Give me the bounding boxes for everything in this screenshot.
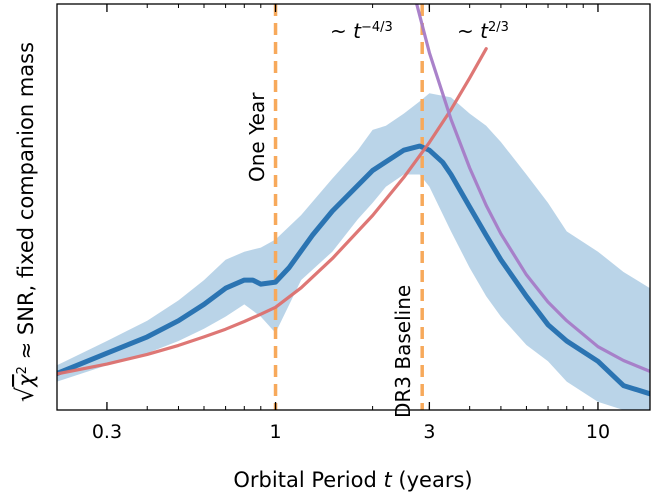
uncertainty-band <box>57 93 650 410</box>
x-ticks: 0.3 1 3 10 <box>92 4 610 443</box>
plot-area <box>57 4 650 410</box>
vline-label-dr3-baseline: DR3 Baseline <box>391 285 415 418</box>
snr-median-line <box>57 143 650 397</box>
x-tick-label: 10 <box>586 421 610 443</box>
x-axis-title: Orbital Period t (years) <box>233 468 472 492</box>
power-law-minus-four-thirds-line <box>415 4 650 373</box>
x-tick-label: 0.3 <box>92 421 122 443</box>
annotation-t-two-thirds: ~ t2/3 <box>457 19 509 43</box>
x-tick-label: 3 <box>423 421 435 443</box>
annotation-t-minus-four-thirds: ~ t−4/3 <box>330 19 393 43</box>
vline-label-one-year: One Year <box>245 92 269 182</box>
y-axis-title: √χ2 ≈ SNR, fixed companion mass <box>11 42 39 402</box>
x-tick-label: 1 <box>269 421 281 443</box>
power-law-two-thirds-line <box>57 47 488 376</box>
plot-frame <box>56 3 651 411</box>
